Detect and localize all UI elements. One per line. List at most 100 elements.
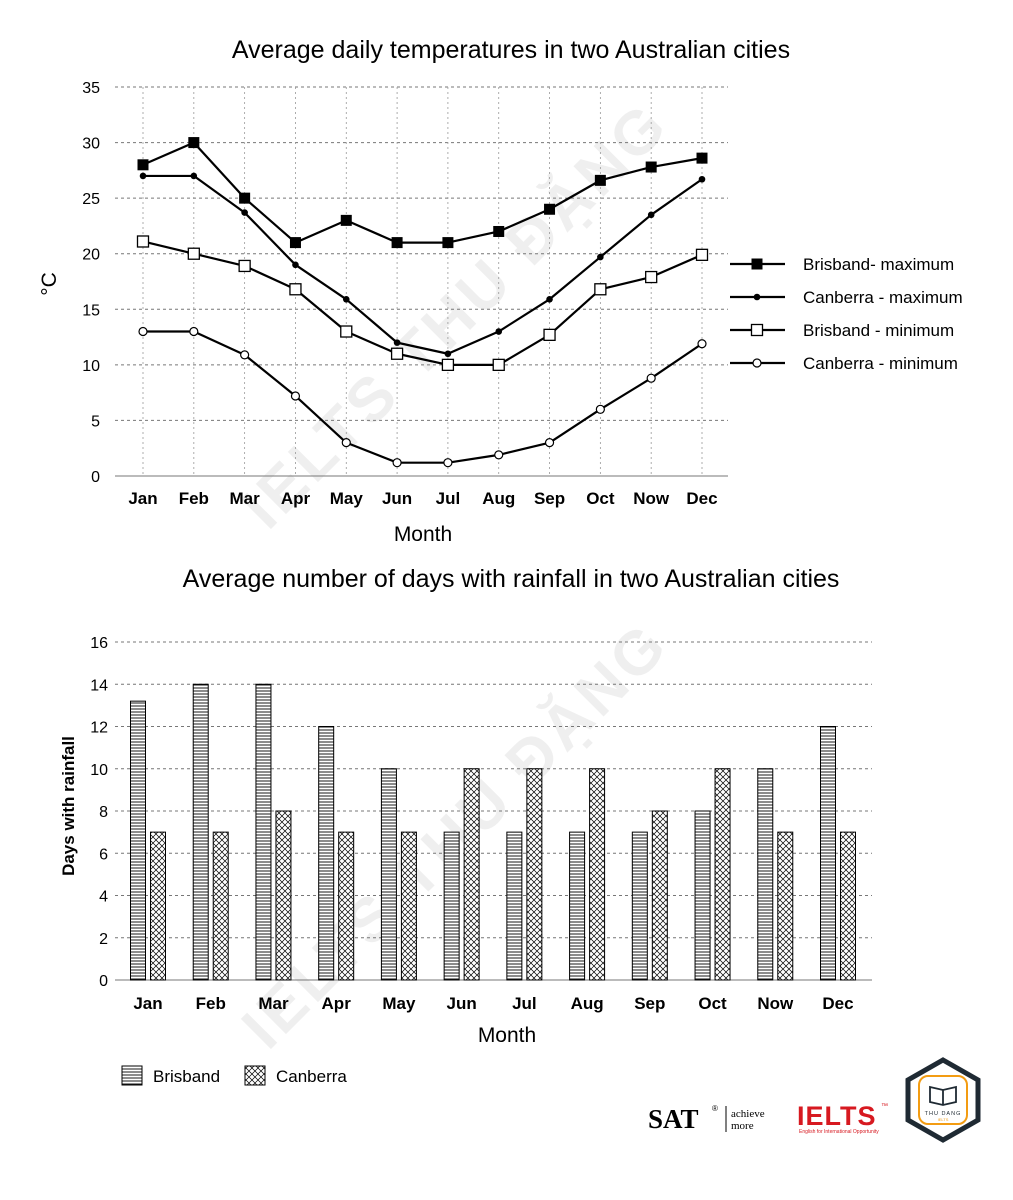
- ielts-logo-text: IELTS: [797, 1101, 877, 1131]
- rainfall-bar-canberra: [463, 768, 480, 981]
- rainfall-chart: Average number of days with rainfall in …: [59, 565, 872, 1086]
- badge-sub: IELTS: [938, 1117, 949, 1122]
- rainfall-x-axis-title: Month: [478, 1024, 536, 1047]
- sat-logo-mark: ®: [712, 1104, 718, 1113]
- temperature-point-brisband-minimum: [441, 358, 455, 372]
- temperature-point-brisband-maximum: [594, 174, 606, 186]
- rainfall-x-tick-label: Mar: [258, 994, 289, 1013]
- temperature-series-canberra-minimum: [138, 326, 707, 468]
- temperature-point-canberra-maximum: [139, 172, 147, 180]
- temperature-point-canberra-maximum: [698, 175, 706, 183]
- rainfall-x-tick-label: May: [382, 994, 416, 1013]
- temperature-y-tick-label: 20: [82, 247, 100, 264]
- rainfall-bar-canberra: [526, 768, 543, 981]
- rainfall-y-tick-label: 6: [99, 846, 108, 863]
- temperature-point-canberra-minimum: [341, 438, 351, 448]
- temperature-y-tick-label: 30: [82, 136, 100, 153]
- sat-logo-tagline-1: achieve: [731, 1108, 765, 1120]
- temperature-point-brisband-maximum: [645, 161, 657, 173]
- rainfall-bar-canberra: [212, 831, 229, 981]
- rainfall-legend: Brisband Canberra: [121, 1065, 347, 1086]
- ielts-logo-mark: ™: [881, 1103, 888, 1110]
- temperature-y-tick-label: 10: [82, 358, 100, 375]
- temperature-legend-swatch-marker: [750, 323, 764, 337]
- temperature-point-canberra-maximum: [444, 350, 452, 358]
- rainfall-x-tick-label: Oct: [698, 994, 727, 1013]
- temperature-series-canberra-maximum: [139, 172, 706, 358]
- rainfall-y-tick-label: 2: [99, 931, 108, 948]
- temperature-point-brisband-maximum: [137, 159, 149, 171]
- temperature-point-canberra-maximum: [546, 295, 553, 303]
- temperature-point-canberra-minimum: [544, 438, 555, 448]
- temperature-y-tick-label: 25: [82, 191, 100, 208]
- rainfall-bar-canberra: [400, 831, 417, 981]
- temperature-point-canberra-maximum: [647, 211, 655, 219]
- temperature-line-brisband-minimum: [142, 240, 703, 366]
- temperature-point-brisband-maximum: [239, 192, 251, 204]
- temperature-point-canberra-minimum: [189, 326, 199, 337]
- temperature-point-canberra-minimum: [290, 391, 301, 401]
- rainfall-bar-brisband: [631, 831, 648, 981]
- rainfall-y-tick-label: 0: [99, 973, 108, 990]
- ielts-logo: IELTS ™ English for International Opport…: [797, 1101, 888, 1135]
- temperature-x-tick-label: Apr: [281, 489, 311, 508]
- temperature-legend-swatch-marker: [752, 358, 762, 368]
- temperature-x-tick-label: Jul: [436, 489, 461, 508]
- temperature-point-brisband-maximum: [391, 237, 403, 249]
- rainfall-x-tick-label: Jul: [512, 994, 537, 1013]
- rainfall-bar-canberra: [714, 768, 731, 981]
- sat-logo: SAT ® achieve more: [648, 1104, 765, 1134]
- temperature-point-brisband-minimum: [289, 283, 302, 296]
- rainfall-x-tick-label: Feb: [196, 994, 226, 1013]
- temperature-line-brisband-maximum: [142, 141, 703, 244]
- rainfall-y-tick-label: 8: [99, 804, 108, 821]
- rainfall-bar-brisband: [192, 683, 209, 981]
- temperature-gridlines: [115, 86, 728, 477]
- temperature-chart: Average daily temperatures in two Austra…: [38, 36, 963, 546]
- rainfall-y-tick-label: 14: [90, 677, 108, 694]
- temperature-point-canberra-maximum: [495, 328, 503, 335]
- temperature-series-group: [136, 137, 709, 468]
- temperature-point-canberra-minimum: [443, 458, 453, 468]
- ielts-logo-tagline: English for International Opportunity: [799, 1129, 879, 1135]
- rainfall-x-tick-label: Dec: [822, 994, 853, 1013]
- temperature-y-tick-label: 15: [82, 302, 100, 319]
- rainfall-bar-canberra: [651, 810, 668, 981]
- rainfall-legend-swatch: [244, 1065, 266, 1086]
- rainfall-y-tick-label: 16: [90, 635, 108, 652]
- temperature-x-tick-label: Now: [633, 489, 670, 508]
- temperature-x-tick-label: Jan: [128, 489, 157, 508]
- temperature-point-brisband-maximum: [188, 137, 200, 149]
- rainfall-x-ticks: Jan Feb Mar Apr May Jun Jul Aug Sep Oct Now Dec: [133, 994, 853, 1013]
- badge-text: THU DANG: [925, 1111, 962, 1117]
- rainfall-bar-brisband: [318, 726, 335, 981]
- temperature-point-brisband-maximum: [696, 152, 708, 164]
- rainfall-legend-label: Brisband: [153, 1067, 220, 1086]
- temperature-x-tick-label: Feb: [179, 489, 209, 508]
- rainfall-bar-brisband: [569, 831, 586, 981]
- watermark-text-1: IELTS THU ĐẶNG: [229, 89, 682, 542]
- temperature-point-canberra-maximum: [190, 172, 198, 180]
- temperature-point-canberra-maximum: [393, 339, 401, 346]
- temperature-point-brisband-minimum: [695, 248, 709, 261]
- rainfall-bar-brisband: [443, 831, 460, 981]
- temperature-point-brisband-minimum: [136, 235, 150, 248]
- rainfall-y-tick-label: 10: [90, 762, 108, 779]
- temperature-x-tick-label: Sep: [534, 489, 565, 508]
- temperature-point-brisband-minimum: [238, 259, 251, 273]
- temperature-point-brisband-minimum: [645, 270, 658, 284]
- temperature-point-canberra-minimum: [494, 450, 504, 460]
- temperature-legend-label: Canberra - minimum: [803, 354, 958, 373]
- temperature-point-brisband-maximum: [289, 237, 301, 249]
- temperature-point-brisband-minimum: [492, 358, 505, 372]
- rainfall-x-tick-label: Jun: [447, 994, 477, 1013]
- temperature-point-brisband-minimum: [340, 325, 353, 338]
- temperature-point-canberra-minimum: [392, 458, 402, 468]
- temperature-point-brisband-minimum: [187, 247, 200, 260]
- temperature-point-brisband-minimum: [594, 283, 607, 296]
- rainfall-bar-brisband: [694, 810, 711, 981]
- temperature-point-canberra-minimum: [697, 339, 707, 349]
- rainfall-y-axis-title: Days with rainfall: [59, 736, 78, 876]
- rainfall-chart-title: Average number of days with rainfall in …: [183, 565, 840, 593]
